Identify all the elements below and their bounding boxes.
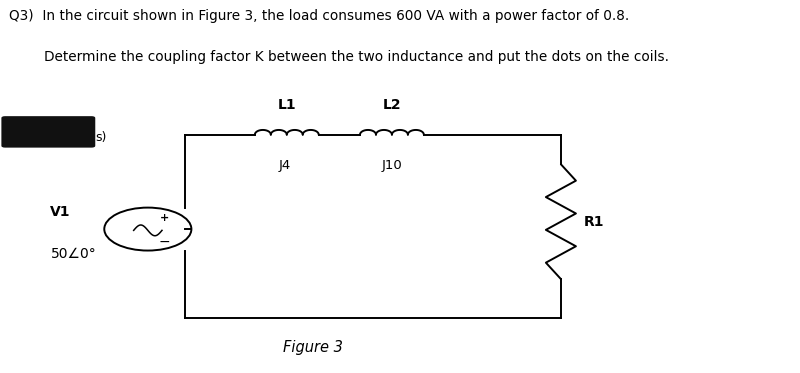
Text: J10: J10 xyxy=(382,159,402,172)
FancyBboxPatch shape xyxy=(2,116,95,148)
Text: R1: R1 xyxy=(583,215,604,229)
Text: J4: J4 xyxy=(278,159,290,172)
Text: 50∠0°: 50∠0° xyxy=(51,247,97,261)
Text: s): s) xyxy=(95,131,106,144)
Text: L1: L1 xyxy=(278,98,296,112)
Text: L2: L2 xyxy=(382,98,402,112)
Text: V1: V1 xyxy=(50,206,70,219)
Text: Q3)  In the circuit shown in Figure 3, the load consumes 600 VA with a power fac: Q3) In the circuit shown in Figure 3, th… xyxy=(9,9,629,23)
Text: −: − xyxy=(158,235,170,249)
Text: Figure 3: Figure 3 xyxy=(283,340,343,355)
Text: +: + xyxy=(160,213,169,223)
Text: Determine the coupling factor K between the two inductance and put the dots on t: Determine the coupling factor K between … xyxy=(9,50,669,63)
